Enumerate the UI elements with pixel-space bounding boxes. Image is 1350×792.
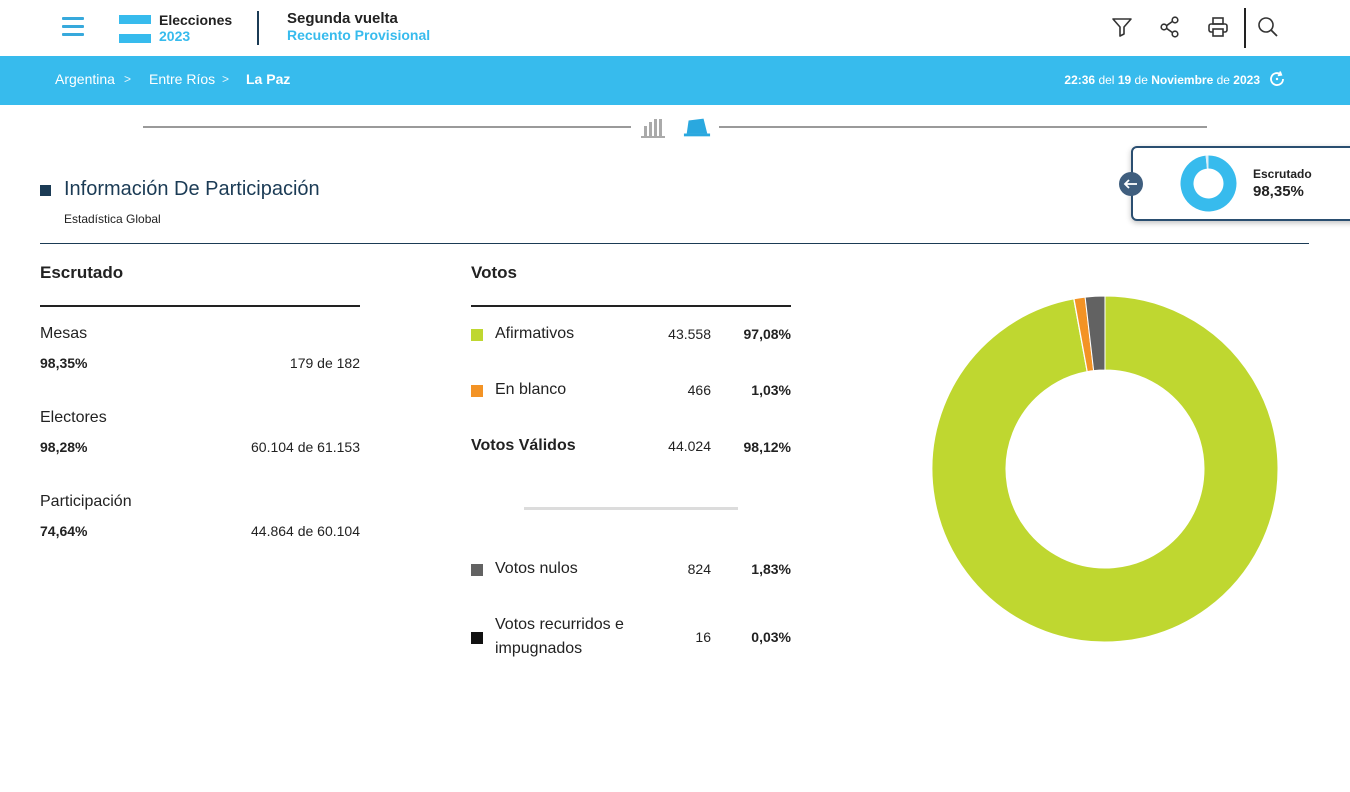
votos-nulos-label: Votos nulos (495, 560, 578, 577)
timestamp-day: 19 (1117, 73, 1132, 87)
en-blanco-label: En blanco (495, 381, 567, 398)
last-update-timestamp: 22:36 del 19 de Noviembre de 2023 (1064, 73, 1260, 87)
page-subtitle: Estadística Global (64, 212, 161, 226)
share-icon[interactable] (1159, 16, 1181, 38)
page-title: Información De Participación (64, 178, 320, 200)
refresh-icon[interactable] (1268, 70, 1286, 88)
afirmativos-votes: 43.558 (668, 326, 711, 342)
donut-slice-afirmativos (932, 296, 1278, 642)
votos-heading-rule (471, 305, 791, 307)
breadcrumb-argentina[interactable]: Argentina (55, 71, 115, 87)
view-switch-line-left (143, 126, 631, 128)
mini-donut-escrutado (1180, 155, 1237, 212)
menu-icon[interactable] (62, 17, 84, 37)
votos-validos-label: Votos Válidos (471, 437, 576, 454)
votos-nulos-swatch (471, 564, 483, 576)
mesas-label: Mesas (40, 325, 88, 342)
participacion-percent: 74,64% (40, 523, 88, 539)
en-blanco-swatch (471, 385, 483, 397)
round-title: Segunda vuelta (287, 10, 398, 27)
collapse-card-button[interactable] (1119, 172, 1143, 196)
votos-nulos-votes: 824 (687, 561, 711, 577)
mesas-count: 179 de 182 (289, 355, 360, 371)
breadcrumb-la-paz: La Paz (246, 71, 291, 87)
breadcrumb-entre-rios[interactable]: Entre Ríos (149, 71, 216, 87)
electores-label: Electores (40, 409, 107, 426)
arrow-left-icon (1123, 179, 1137, 189)
breadcrumb: Argentina > Entre Ríos > La Paz 22:36 de… (0, 56, 1350, 105)
mini-donut-pendiente (1205, 155, 1209, 169)
section-divider (40, 243, 1309, 244)
logo-line2: 2023 (159, 28, 191, 44)
bar-chart-view-icon[interactable] (639, 116, 667, 138)
search-divider (1244, 8, 1246, 48)
search-icon[interactable] (1257, 16, 1279, 38)
votos-recurridos-votes: 16 (695, 629, 711, 645)
timestamp-time: 22:36 (1064, 73, 1096, 87)
votos-validos-votes: 44.024 (668, 438, 711, 454)
votos-donut-chart (932, 296, 1278, 642)
votos-recurridos-label: Votos recurridos e impugnados (495, 613, 624, 661)
logo-line1: Elecciones (159, 12, 233, 28)
escrutado-card-label: Escrutado (1253, 167, 1312, 181)
elecciones-logo-text[interactable]: Elecciones 2023 (159, 12, 232, 44)
section-title-marker (40, 185, 51, 196)
elecciones-logo-flag (119, 15, 151, 43)
en-blanco-votes: 466 (687, 382, 711, 398)
afirmativos-percent: 97,08% (743, 326, 791, 342)
escrutado-heading-rule (40, 305, 360, 307)
participacion-label: Participación (40, 493, 132, 510)
breadcrumb-separator: > (222, 72, 230, 86)
top-header: Elecciones 2023 Segunda vuelta Recuento … (0, 0, 1350, 56)
votos-heading: Votos (471, 263, 517, 282)
timestamp-month: Noviembre (1151, 73, 1214, 87)
timestamp-year: 2023 (1233, 73, 1260, 87)
votos-recurridos-percent: 0,03% (751, 629, 791, 645)
timestamp-de: de (1134, 73, 1148, 87)
electores-percent: 98,28% (40, 439, 88, 455)
escrutado-summary-card (1131, 146, 1350, 221)
afirmativos-swatch (471, 329, 483, 341)
print-icon[interactable] (1207, 16, 1229, 38)
round-subtitle: Recuento Provisional (287, 27, 431, 43)
votos-recurridos-label-line2: impugnados (495, 640, 583, 657)
mesas-percent: 98,35% (40, 355, 88, 371)
electores-count: 60.104 de 61.153 (251, 439, 360, 455)
participacion-count: 44.864 de 60.104 (251, 523, 360, 539)
round-info: Segunda vuelta Recuento Provisional (287, 10, 430, 44)
breadcrumb-separator: > (124, 72, 132, 86)
ballot-view-icon[interactable] (683, 116, 711, 138)
view-switch-line-right (719, 126, 1207, 128)
afirmativos-label: Afirmativos (495, 325, 575, 342)
votos-recurridos-swatch (471, 632, 483, 644)
timestamp-de: de (1216, 73, 1230, 87)
filter-icon[interactable] (1111, 16, 1133, 38)
votos-nulos-percent: 1,83% (751, 561, 791, 577)
votos-divider (524, 507, 738, 510)
timestamp-del: del (1098, 73, 1115, 87)
votos-validos-percent: 98,12% (743, 439, 791, 455)
donut-slice-votos-nulos (1084, 296, 1106, 372)
escrutado-card-value: 98,35% (1253, 183, 1304, 200)
header-divider (257, 11, 259, 45)
votos-recurridos-label-line1: Votos recurridos e (495, 616, 624, 633)
escrutado-heading: Escrutado (40, 263, 124, 282)
escrutado-mini-donut (1180, 155, 1237, 212)
en-blanco-percent: 1,03% (751, 382, 791, 398)
